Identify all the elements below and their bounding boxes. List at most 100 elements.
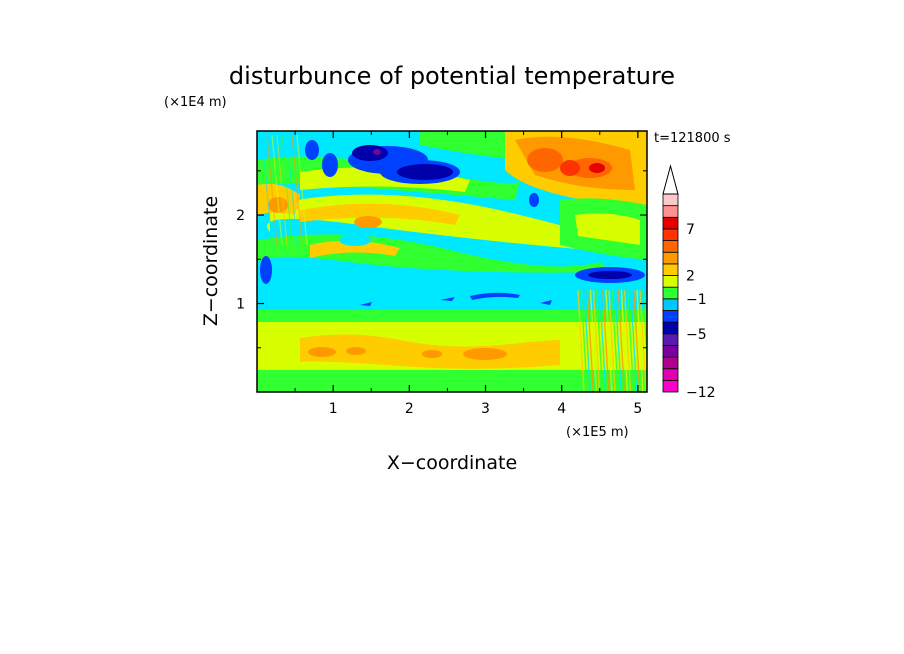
x-scale-label: (×1E5 m) (566, 425, 629, 440)
wave-streak (291, 134, 303, 246)
field-cyan-layer (257, 257, 647, 300)
wave-streak (583, 289, 591, 392)
wave-streak (589, 289, 598, 392)
wave-streak (642, 289, 647, 369)
field-warm-blob (463, 348, 507, 360)
wave-streak (586, 289, 594, 392)
wave-streak (286, 134, 298, 246)
colorbar-swatch (662, 216, 679, 230)
wave-streak (592, 289, 601, 392)
field-top-green (420, 131, 520, 160)
colorbar-swatch (662, 228, 679, 241)
time-label: t=121800 s (654, 131, 731, 146)
wave-streak (271, 134, 283, 246)
colorbar-label: −1 (686, 292, 707, 308)
wave-streak (577, 289, 585, 392)
field-orange-layer (300, 203, 460, 225)
y-tick-label: 2 (236, 208, 245, 224)
field-coldest-core (373, 149, 381, 155)
colorbar-swatch (662, 263, 679, 276)
colorbar-label: 2 (686, 269, 695, 285)
colorbar-label: 7 (686, 222, 695, 238)
wave-streak (623, 289, 632, 392)
colorbar: −12−5−127 (662, 164, 716, 401)
field-warm-blob (354, 216, 382, 228)
wave-streak (608, 289, 616, 392)
colorbar-swatch (662, 275, 679, 288)
field-cold-band-core (588, 271, 632, 279)
colorbar-swatch (662, 333, 679, 346)
colorbar-swatch (662, 240, 679, 253)
colorbar-swatch (662, 286, 679, 300)
x-tick-label: 2 (405, 401, 414, 417)
wave-streak (614, 289, 622, 392)
wave-streak (626, 289, 635, 392)
colorbar-swatch (662, 251, 679, 265)
x-tick-label: 5 (633, 401, 642, 417)
field-ground-green (257, 372, 647, 392)
x-tick-label: 4 (557, 401, 566, 417)
chart-title: disturbunce of potential temperature (229, 62, 675, 90)
colorbar-swatch (662, 193, 679, 207)
field-warm-blob (422, 350, 442, 358)
field-cold-blob (260, 256, 272, 284)
colorbar-swatch (662, 298, 679, 311)
colorbar-swatch (662, 368, 679, 381)
x-tick-label: 3 (481, 401, 490, 417)
field-wave-streaks (261, 134, 647, 392)
wave-streak (261, 134, 273, 246)
field-warm-blob (308, 347, 336, 357)
wave-streak (636, 289, 644, 392)
field-cold-core (397, 164, 453, 180)
wave-streak (611, 289, 619, 392)
contour-field (257, 131, 647, 392)
colorbar-extend-arrow (662, 164, 679, 195)
colorbar-swatch (662, 379, 679, 393)
colorbar-swatch (662, 310, 679, 323)
colorbar-swatch (662, 345, 679, 358)
field-hottest-blob (589, 163, 605, 173)
plot-frame (256, 130, 648, 393)
y-axis: 12 (236, 170, 647, 349)
colorbar-label: −5 (686, 327, 707, 343)
wave-streak (580, 289, 588, 392)
colorbar-swatch (662, 321, 679, 335)
wave-streak (620, 289, 629, 392)
field-cold-core (352, 145, 388, 161)
wave-streak (595, 289, 604, 392)
wave-streak (599, 289, 607, 392)
x-axis-label: X−coordinate (387, 452, 517, 474)
wave-streak (617, 289, 625, 392)
field-hot-blob (527, 148, 563, 172)
field-cold-blob (322, 153, 338, 177)
field-warm-blob (346, 347, 366, 355)
field-cold-fleck (360, 302, 372, 306)
field-cold-streak (470, 292, 520, 300)
y-axis-label: Z−coordinate (200, 196, 222, 326)
field-cold-fleck (440, 297, 455, 301)
field-orange-streak (310, 240, 400, 258)
y-tick-label: 1 (236, 297, 245, 313)
x-axis: 1 2 3 4 5 (294, 131, 642, 417)
wave-streak (296, 134, 308, 246)
field-cold-blob (305, 140, 319, 160)
wave-streak (602, 289, 610, 392)
wave-streak (605, 289, 613, 392)
wave-streak (639, 289, 647, 392)
field-cyan-pocket (339, 234, 371, 246)
field-cold-fleck (540, 300, 552, 305)
colorbar-swatch (662, 356, 679, 370)
colorbar-swatch (662, 205, 679, 218)
x-tick-label: 1 (329, 401, 338, 417)
field-hot-blob (560, 160, 580, 176)
wave-streak (633, 289, 641, 392)
wave-streak (281, 134, 293, 246)
wave-streak (276, 134, 288, 246)
y-scale-label: (×1E4 m) (164, 95, 227, 110)
wave-streak (630, 289, 638, 392)
wave-streak (266, 134, 278, 246)
field-right-yellow (575, 213, 640, 245)
colorbar-label: −12 (686, 385, 716, 401)
field-cold-blob (529, 193, 539, 207)
